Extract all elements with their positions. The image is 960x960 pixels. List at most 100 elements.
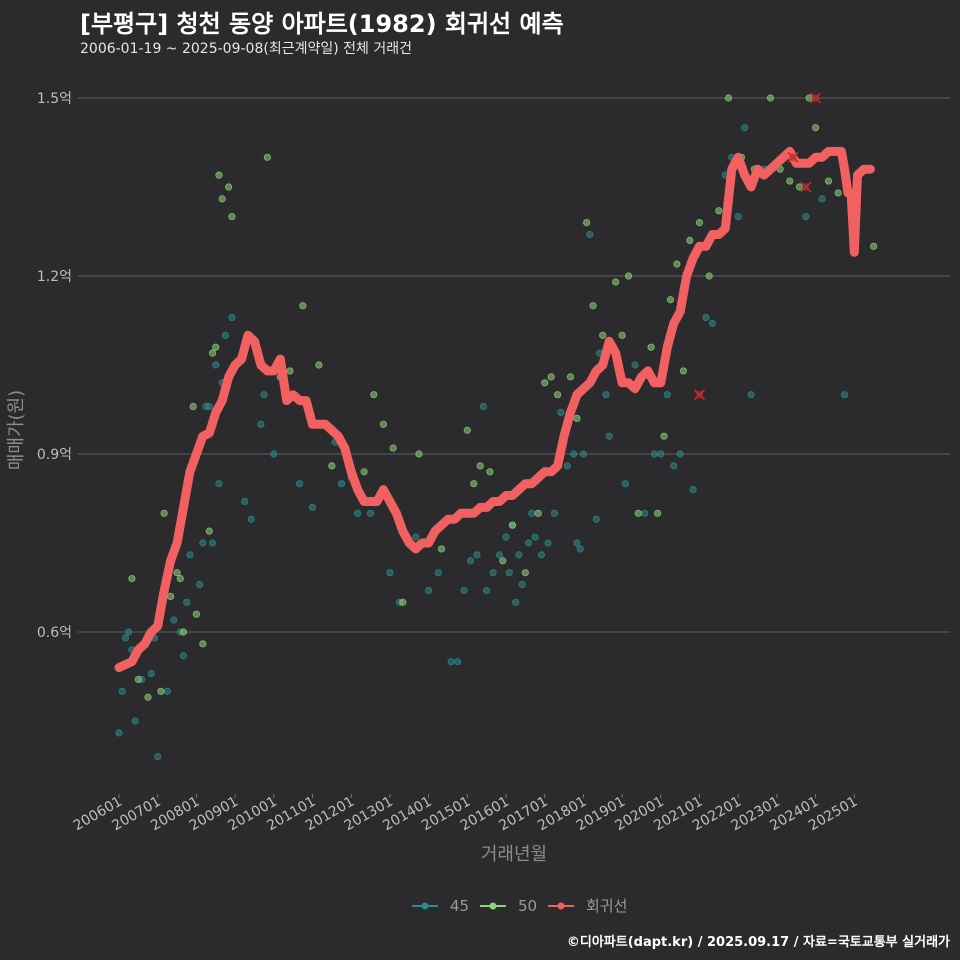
point-50 <box>715 207 723 215</box>
point-50 <box>212 343 220 351</box>
point-45 <box>208 539 217 547</box>
point-50 <box>225 183 233 191</box>
x-marker <box>693 389 706 401</box>
point-50 <box>379 420 388 428</box>
point-45 <box>260 391 268 399</box>
point-50 <box>795 183 804 191</box>
point-45 <box>631 361 639 369</box>
y-tick-label: 0.6억 <box>37 625 72 641</box>
point-45 <box>670 462 678 470</box>
point-50 <box>624 272 633 280</box>
point-45 <box>424 586 433 595</box>
point-45 <box>537 551 546 559</box>
point-50 <box>786 177 794 185</box>
y-tick-label: 0.9억 <box>37 447 72 463</box>
point-50 <box>705 272 713 280</box>
point-50 <box>673 260 681 268</box>
point-50 <box>534 509 542 517</box>
x-marker <box>810 92 822 104</box>
point-45 <box>489 569 497 577</box>
point-50 <box>173 569 181 577</box>
point-45 <box>841 391 849 399</box>
point-50 <box>634 509 642 517</box>
point-50 <box>160 509 168 517</box>
legend-label-50: 50 <box>518 897 537 915</box>
point-50 <box>157 687 165 695</box>
point-45 <box>818 195 826 203</box>
point-50 <box>870 242 878 250</box>
regression-line <box>114 146 875 673</box>
point-50 <box>179 628 188 636</box>
point-45 <box>295 480 304 488</box>
point-45 <box>125 628 133 636</box>
legend-dot-45 <box>421 902 429 910</box>
point-50 <box>612 278 620 286</box>
point-45 <box>466 557 475 565</box>
x-tick-labels: 2006012007012008012009012010012011012012… <box>71 794 861 835</box>
point-50 <box>208 349 217 357</box>
point-45 <box>308 503 317 511</box>
legend-item-regression: 회귀선 <box>548 897 627 915</box>
point-50 <box>499 557 507 565</box>
point-45 <box>576 545 584 553</box>
point-50 <box>189 402 197 411</box>
point-45 <box>215 480 223 488</box>
point-50 <box>647 343 655 351</box>
point-50 <box>144 693 152 701</box>
point-45 <box>586 230 594 239</box>
point-45 <box>460 586 468 595</box>
y-tick-label: 1.5억 <box>37 91 72 107</box>
point-45 <box>563 462 571 470</box>
point-45 <box>689 485 697 494</box>
point-45 <box>602 391 610 399</box>
footer-credit: ©디아파트(dapt.kr) / 2025.09.17 / 자료=국토교통부 실… <box>566 935 950 950</box>
point-50 <box>583 219 591 227</box>
point-50 <box>547 373 555 381</box>
point-50 <box>299 302 307 310</box>
chart-title: [부평구] 청천 동양 아파트(1982) 회귀선 예측 <box>80 10 564 38</box>
point-45 <box>115 729 123 737</box>
point-45 <box>241 497 249 506</box>
point-50 <box>134 675 142 684</box>
point-50 <box>176 574 184 583</box>
point-45 <box>179 652 188 660</box>
point-45 <box>570 450 578 458</box>
point-45 <box>512 598 520 606</box>
legend: 45 50 회귀선 <box>412 897 627 915</box>
point-50 <box>553 391 562 399</box>
point-45 <box>183 598 191 606</box>
x-marker <box>787 151 799 163</box>
point-45 <box>515 551 523 559</box>
point-45 <box>802 213 810 221</box>
point-45 <box>447 658 455 666</box>
x-marker <box>800 181 812 193</box>
point-45 <box>434 569 442 577</box>
point-45 <box>592 515 600 523</box>
point-50 <box>766 94 775 102</box>
point-50 <box>834 189 842 197</box>
point-50 <box>328 462 336 470</box>
point-50 <box>370 391 378 399</box>
grid-lines <box>78 97 950 633</box>
point-45 <box>650 450 658 458</box>
point-50 <box>437 545 446 553</box>
point-50 <box>566 373 575 381</box>
chart-subtitle: 2006-01-19 ~ 2025-09-08(최근계약일) 전체 거래건 <box>80 41 412 57</box>
point-50 <box>286 367 294 375</box>
legend-label-regression: 회귀선 <box>586 897 627 915</box>
point-50 <box>228 213 236 221</box>
point-45 <box>505 569 513 577</box>
point-50 <box>811 124 820 132</box>
point-45 <box>212 361 220 369</box>
legend-dot-regression <box>557 902 565 910</box>
point-45 <box>386 569 394 577</box>
point-50 <box>805 94 813 102</box>
point-50 <box>476 462 484 470</box>
point-45 <box>131 717 139 725</box>
point-45 <box>118 687 126 695</box>
point-45 <box>221 331 230 339</box>
legend-label-45: 45 <box>450 897 469 915</box>
point-45 <box>579 450 588 458</box>
point-45 <box>518 580 526 589</box>
point-50 <box>463 426 471 434</box>
